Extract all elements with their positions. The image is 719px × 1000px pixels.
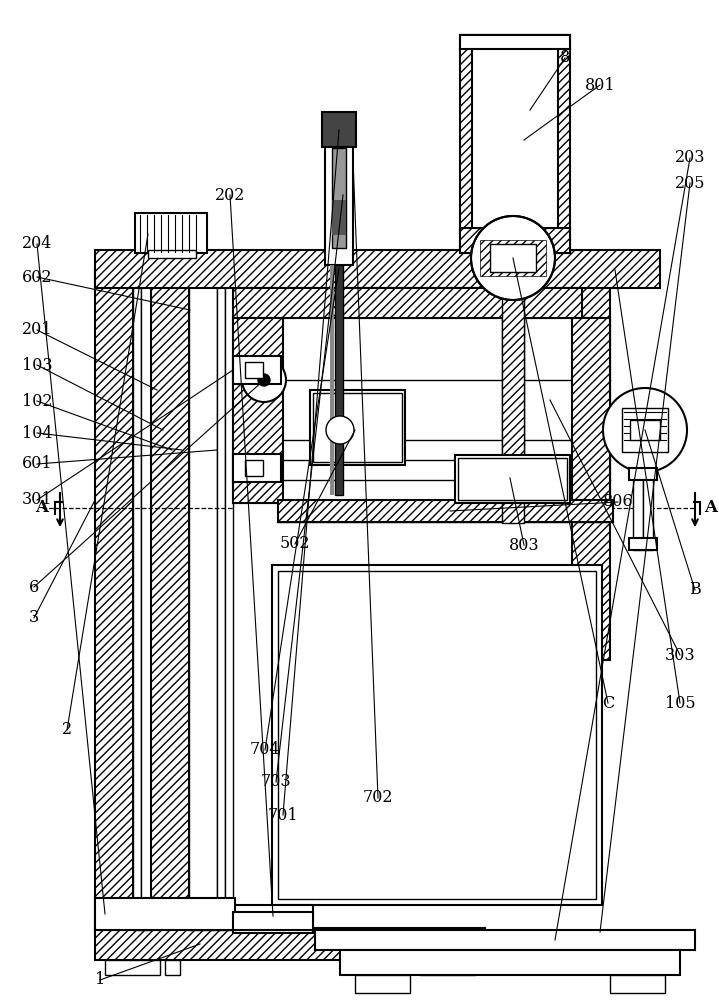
Bar	[233, 912, 313, 930]
Circle shape	[326, 416, 354, 444]
Text: C: C	[602, 694, 614, 712]
Bar	[105, 960, 160, 975]
Text: 602: 602	[22, 268, 52, 286]
Text: 801: 801	[585, 77, 615, 94]
Text: 303: 303	[664, 647, 695, 664]
Bar	[460, 228, 570, 253]
Bar	[95, 270, 133, 930]
Bar	[95, 928, 485, 960]
Text: 104: 104	[22, 424, 52, 442]
Bar	[310, 390, 405, 465]
Text: 703: 703	[261, 774, 291, 790]
Text: A: A	[35, 499, 48, 516]
Bar	[315, 930, 695, 950]
Bar	[420, 960, 475, 975]
Text: 301: 301	[22, 491, 52, 508]
Bar	[643, 470, 653, 550]
Bar	[233, 454, 281, 482]
Text: 702: 702	[363, 790, 393, 806]
Bar	[610, 975, 665, 993]
Bar	[135, 213, 207, 253]
Bar	[330, 265, 334, 495]
Bar	[490, 244, 536, 272]
Bar	[313, 393, 402, 462]
Text: 502: 502	[280, 536, 311, 552]
Bar	[233, 288, 582, 318]
Bar	[325, 145, 353, 265]
Bar	[272, 565, 602, 905]
Text: 204: 204	[22, 235, 52, 252]
Bar	[335, 265, 343, 495]
Circle shape	[471, 216, 555, 300]
Text: 3: 3	[29, 609, 39, 626]
Bar	[278, 571, 596, 899]
Bar	[245, 362, 263, 378]
Text: 701: 701	[267, 806, 298, 824]
Bar	[189, 270, 217, 930]
Bar	[630, 420, 660, 440]
Bar	[95, 250, 660, 288]
Text: 202: 202	[215, 186, 245, 204]
Bar	[95, 898, 235, 930]
Bar	[233, 318, 283, 503]
Bar	[458, 458, 567, 500]
Bar	[148, 250, 196, 258]
Bar	[233, 356, 281, 384]
Text: 6: 6	[29, 578, 39, 595]
Bar	[472, 48, 558, 240]
Bar	[629, 468, 657, 480]
Circle shape	[242, 358, 286, 402]
Circle shape	[603, 388, 687, 472]
Text: 1: 1	[95, 972, 105, 988]
Bar	[245, 460, 263, 476]
Bar	[355, 975, 410, 993]
Text: 803: 803	[508, 536, 539, 554]
Text: B: B	[689, 582, 701, 598]
Text: A: A	[705, 499, 718, 516]
Bar	[332, 200, 346, 235]
Bar	[340, 950, 680, 975]
Bar	[622, 408, 668, 452]
Text: 203: 203	[674, 149, 705, 166]
Bar	[502, 253, 524, 523]
Bar	[460, 35, 570, 253]
Bar	[480, 240, 546, 276]
Text: 102: 102	[22, 392, 52, 410]
Text: 205: 205	[674, 174, 705, 192]
Text: 105: 105	[664, 694, 695, 712]
Bar	[322, 112, 356, 147]
Bar	[225, 270, 233, 930]
Bar	[629, 538, 657, 550]
Text: 601: 601	[22, 456, 52, 473]
Bar	[233, 905, 313, 933]
Text: 103: 103	[22, 357, 52, 373]
Bar	[217, 270, 225, 930]
Bar	[572, 318, 610, 503]
Bar	[633, 470, 643, 550]
Circle shape	[258, 374, 270, 386]
Text: 8: 8	[560, 49, 570, 66]
Bar	[165, 960, 180, 975]
Bar	[141, 270, 151, 930]
Bar	[460, 35, 570, 49]
Bar	[572, 270, 610, 660]
Bar	[151, 270, 189, 930]
Text: 201: 201	[22, 322, 52, 338]
Bar	[133, 270, 141, 930]
Text: 2: 2	[62, 722, 72, 738]
Bar	[332, 148, 346, 248]
Text: 704: 704	[249, 742, 280, 758]
Bar	[455, 455, 570, 503]
Bar	[233, 318, 610, 503]
Text: 806: 806	[603, 493, 633, 510]
Bar	[278, 500, 613, 522]
